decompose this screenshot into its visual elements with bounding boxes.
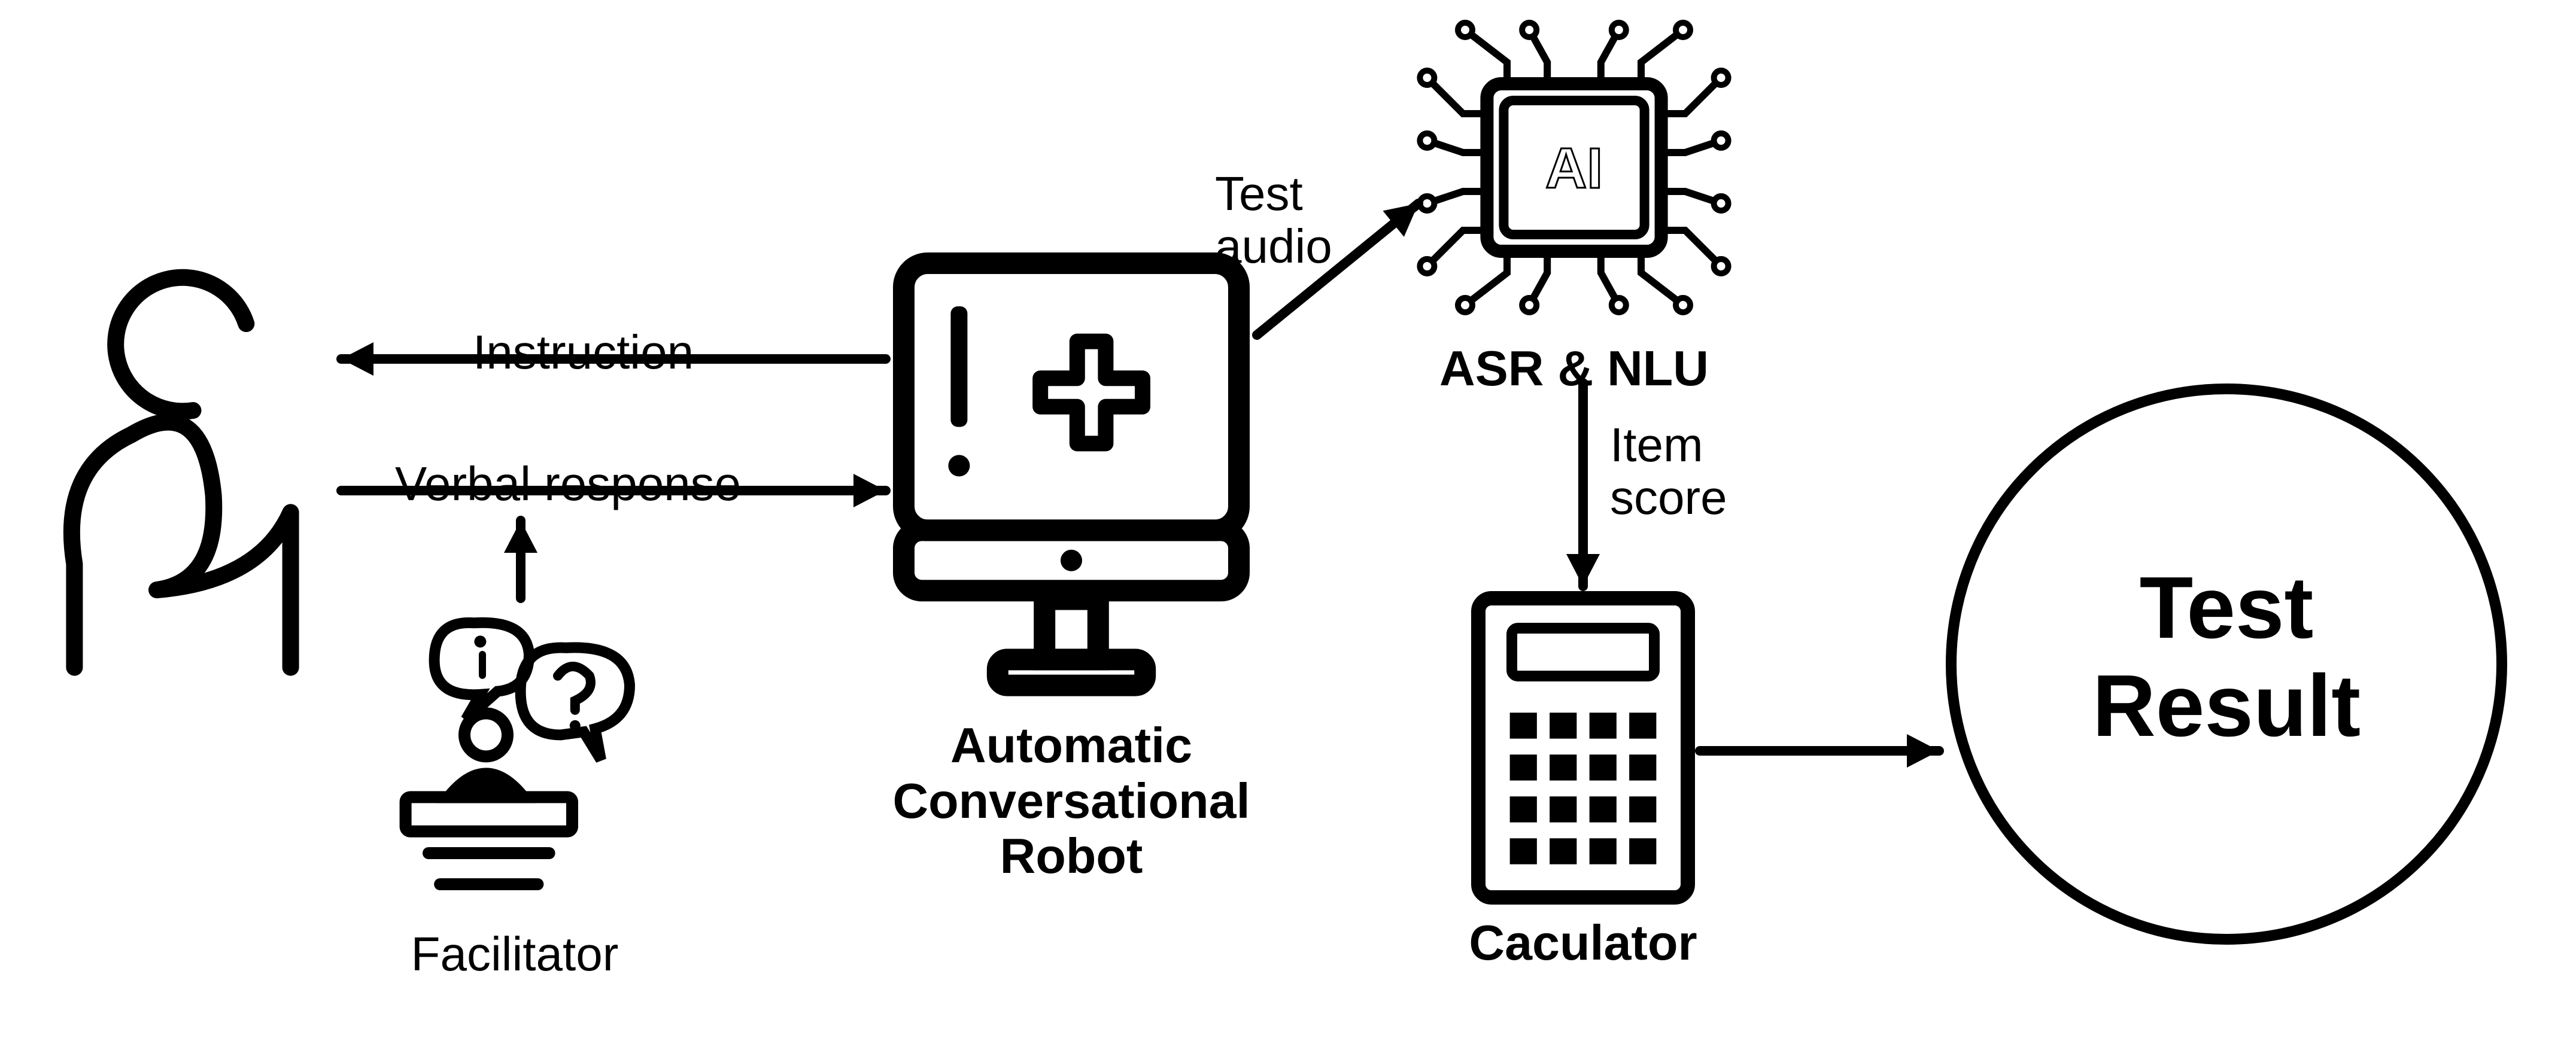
node-label-ai: ASR & NLU xyxy=(1251,341,1897,397)
edge-label-0: Instruction xyxy=(473,326,694,379)
edge-label-1: Verbal response xyxy=(395,458,741,510)
svg-text:AI: AI xyxy=(1545,136,1603,200)
diagram-svg: AI xyxy=(0,0,2576,1041)
diagram-stage: AI Facilitator Automatic Conversational R… xyxy=(0,0,2576,1041)
node-label-calculator: Caculator xyxy=(1323,915,1843,971)
node-label-facilitator: Facilitator xyxy=(215,927,814,981)
edge-label-4: Item score xyxy=(1610,419,1727,524)
edge-label-3: Test audio xyxy=(1215,168,1332,273)
node-label-result: Test Result xyxy=(1945,559,2508,756)
node-label-robot: Automatic Conversational Robot xyxy=(748,718,1395,884)
